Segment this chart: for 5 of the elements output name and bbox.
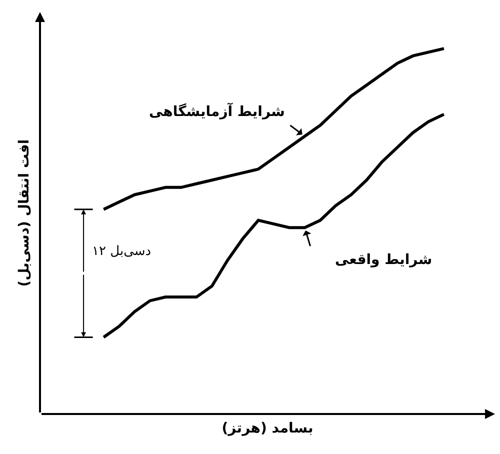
- x-axis-title: بسامد (هرتز): [222, 420, 314, 436]
- series-label: شرایط آزمایشگاهی: [149, 102, 285, 120]
- y-axis-title: افت انتقال (دسی‌بل): [16, 139, 33, 287]
- text: شرایط واقعی: [335, 252, 432, 268]
- annotation: ۱۲ دسی‌بل: [92, 244, 152, 259]
